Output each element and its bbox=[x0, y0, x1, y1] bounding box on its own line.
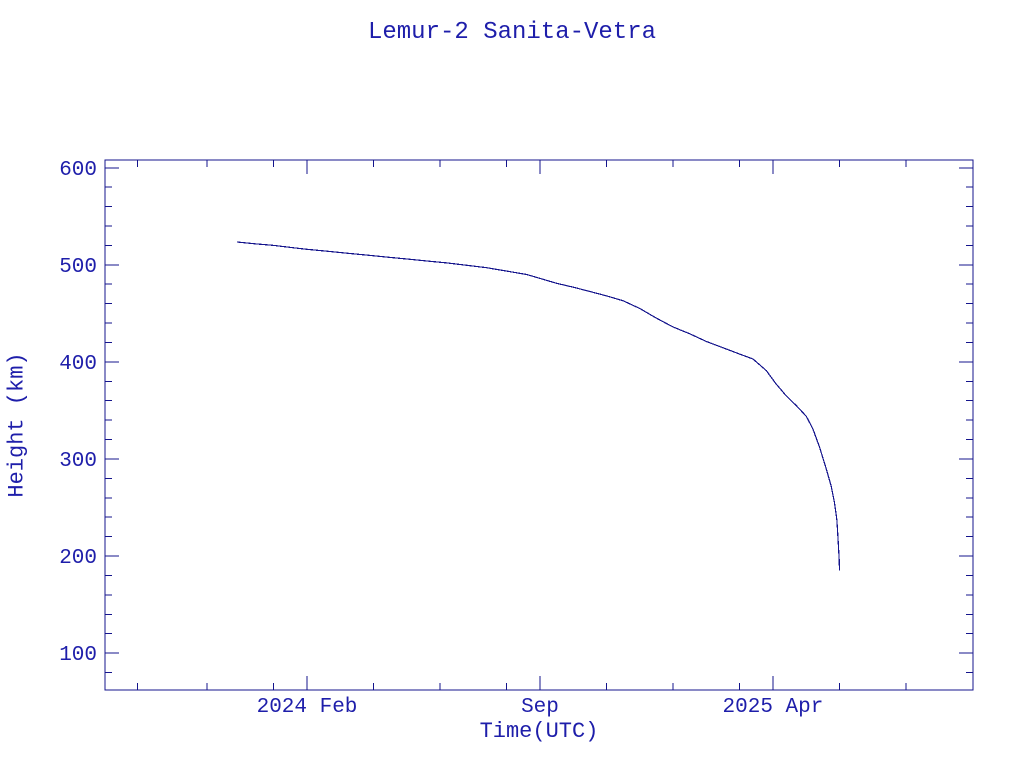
y-axis-title: Height (km) bbox=[4, 352, 30, 498]
y-tick-label: 400 bbox=[59, 353, 97, 376]
x-tick-label: 2025 Apr bbox=[723, 696, 824, 719]
y-tick-label: 300 bbox=[59, 450, 97, 473]
chart-title: Lemur-2 Sanita-Vetra bbox=[367, 19, 657, 46]
y-tick-label: 500 bbox=[59, 256, 97, 279]
y-tick-label: 100 bbox=[59, 644, 97, 667]
axes-frame bbox=[104, 159, 974, 691]
y-tick-label: 600 bbox=[59, 159, 97, 182]
y-tick-label: 200 bbox=[59, 547, 97, 570]
x-tick-label: 2024 Feb bbox=[257, 696, 358, 719]
x-axis-title: Time(UTC) bbox=[479, 719, 599, 744]
decay-curve bbox=[237, 241, 841, 571]
x-tick-label: Sep bbox=[521, 696, 559, 719]
